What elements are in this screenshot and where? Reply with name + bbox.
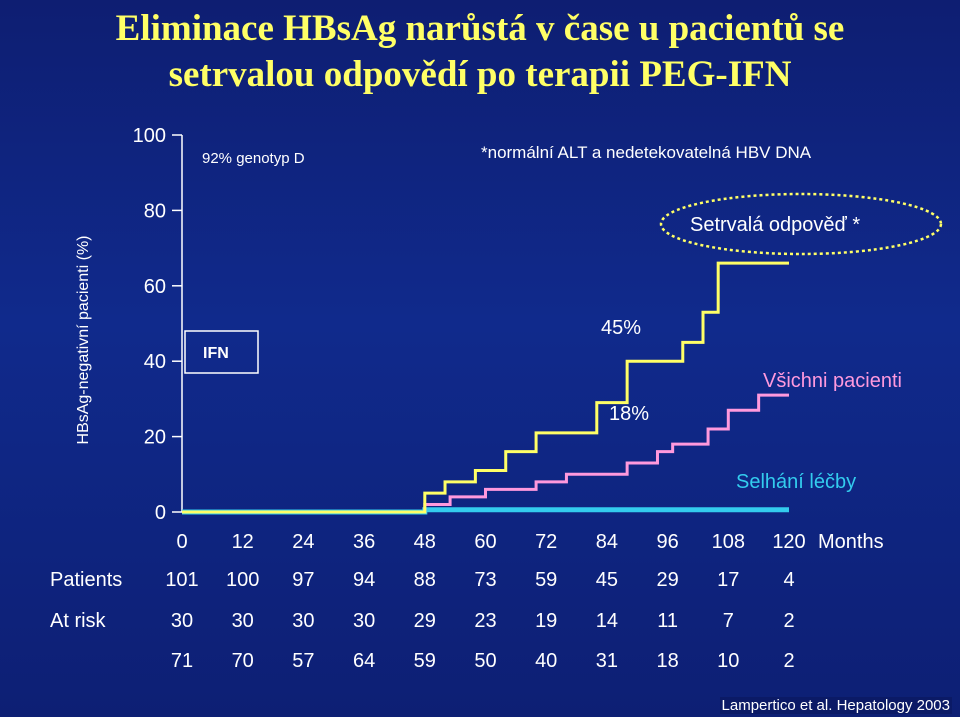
sustained-label: Setrvalá odpověď * xyxy=(690,214,860,236)
table-cell: 50 xyxy=(474,650,496,672)
table-cell: 29 xyxy=(414,610,436,632)
page-title: Eliminace HBsAg narůstá v čase u pacient… xyxy=(0,6,960,98)
table-cell: 100 xyxy=(226,569,259,591)
x-tick-label: 84 xyxy=(596,531,618,553)
x-tick-label: 36 xyxy=(353,531,375,553)
table-cell: 14 xyxy=(596,610,618,632)
title-line-2: setrvalou odpovědí po terapii PEG-IFN xyxy=(168,54,792,95)
table-cell: 7 xyxy=(723,610,734,632)
table-cell: 57 xyxy=(292,650,314,672)
table-cell: 64 xyxy=(353,650,375,672)
x-tick-label: 0 xyxy=(176,531,187,553)
table-cell: 71 xyxy=(171,650,193,672)
y-tick-label: 60 xyxy=(144,276,166,298)
table-cell: 101 xyxy=(165,569,198,591)
x-tick-label: 48 xyxy=(414,531,436,553)
x-tick-label: 60 xyxy=(474,531,496,553)
x-tick-label: 12 xyxy=(232,531,254,553)
table-cell: 10 xyxy=(717,650,739,672)
y-tick-label: 20 xyxy=(144,427,166,449)
table-cell: 2 xyxy=(783,610,794,632)
ifn-label: IFN xyxy=(203,345,229,362)
table-cell: 11 xyxy=(657,610,678,632)
table-cell: 18 xyxy=(656,650,678,672)
table-cell: 17 xyxy=(717,569,739,591)
table-cell: 97 xyxy=(292,569,314,591)
failure-label: Selhání léčby xyxy=(736,471,856,493)
table-cell: 73 xyxy=(474,569,496,591)
table-cell: 59 xyxy=(535,569,557,591)
y-tick-label: 100 xyxy=(133,125,166,147)
y-tick-label: 0 xyxy=(155,502,166,524)
table-cell: 70 xyxy=(232,650,254,672)
y-tick-label: 80 xyxy=(144,200,166,222)
pct-sustained-label: 45% xyxy=(601,317,641,339)
series-line-all-patients xyxy=(182,393,789,514)
x-tick-label: 108 xyxy=(712,531,745,553)
title-line-1: Eliminace HBsAg narůstá v čase u pacient… xyxy=(115,8,845,49)
pct-all-label: 18% xyxy=(609,403,649,425)
table-cell: 40 xyxy=(535,650,557,672)
table-cell: 4 xyxy=(783,569,794,591)
sustained-highlight-ellipse xyxy=(659,192,943,256)
table-cell: 31 xyxy=(596,650,618,672)
table-cell: 59 xyxy=(414,650,436,672)
table-cell: 23 xyxy=(474,610,496,632)
table-cell: 19 xyxy=(535,610,557,632)
table-row-label: Patients xyxy=(50,569,122,591)
all-patients-label: Všichni pacienti xyxy=(763,370,902,392)
table-cell: 88 xyxy=(414,569,436,591)
table-row-label: At risk xyxy=(50,610,107,632)
table-cell: 45 xyxy=(596,569,618,591)
genotype-note: 92% genotyp D xyxy=(202,150,305,167)
x-tick-label: 24 xyxy=(292,531,314,553)
table-cell: 29 xyxy=(656,569,678,591)
x-tick-label: 72 xyxy=(535,531,557,553)
table-cell: 30 xyxy=(171,610,193,632)
table-cell: 30 xyxy=(232,610,254,632)
citation: Lampertico et al. Hepatology 2003 xyxy=(719,697,952,714)
x-tick-label: 96 xyxy=(656,531,678,553)
table-cell: 2 xyxy=(783,650,794,672)
series-line-sustained xyxy=(182,261,789,514)
x-tick-label: 120 xyxy=(772,531,805,553)
table-cell: 94 xyxy=(353,569,375,591)
y-axis-label: HBsAg-negativní pacienti (%) xyxy=(75,236,92,445)
x-axis-unit: Months xyxy=(818,531,884,553)
y-tick-label: 40 xyxy=(144,351,166,373)
table-cell: 30 xyxy=(353,610,375,632)
footnote-note: *normální ALT a nedetekovatelná HBV DNA xyxy=(481,143,812,162)
ifn-period-box xyxy=(184,330,259,374)
table-cell: 30 xyxy=(292,610,314,632)
